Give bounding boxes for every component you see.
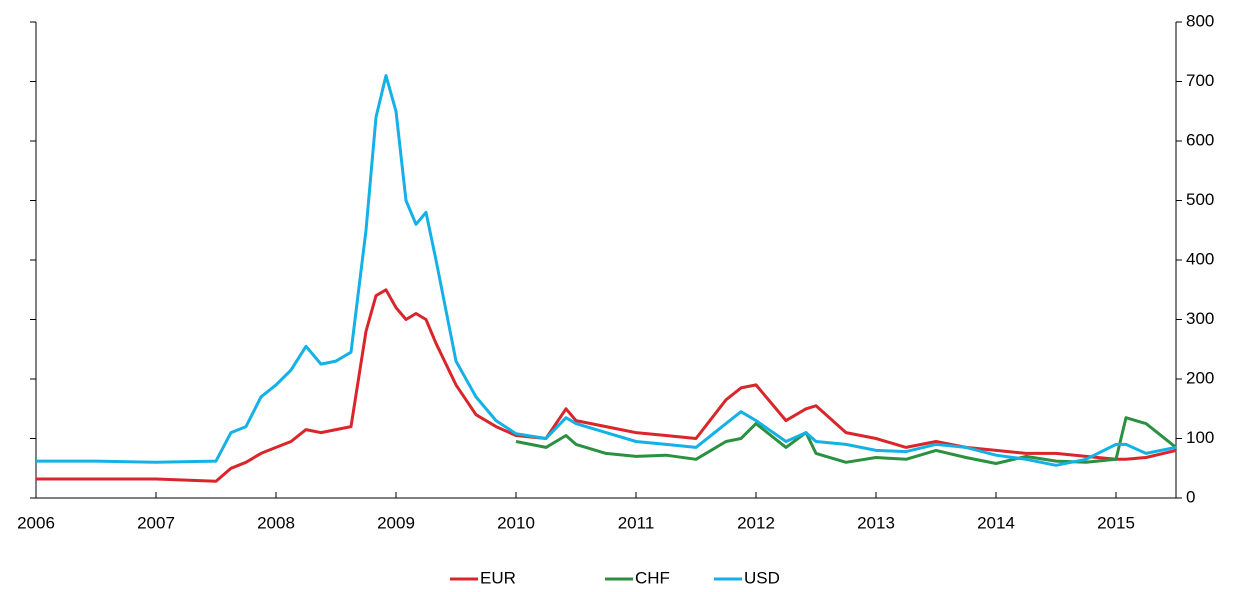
legend-label: USD bbox=[744, 568, 780, 587]
y-tick-label: 0 bbox=[1186, 487, 1195, 506]
x-tick-label: 2012 bbox=[737, 513, 775, 532]
legend-label: CHF bbox=[635, 568, 670, 587]
x-tick-label: 2009 bbox=[377, 513, 415, 532]
legend-label: EUR bbox=[480, 568, 516, 587]
x-tick-label: 2006 bbox=[17, 513, 55, 532]
y-tick-label: 700 bbox=[1186, 71, 1214, 90]
y-tick-label: 400 bbox=[1186, 249, 1214, 268]
y-tick-label: 100 bbox=[1186, 428, 1214, 447]
y-tick-label: 600 bbox=[1186, 130, 1214, 149]
x-tick-label: 2014 bbox=[977, 513, 1015, 532]
x-tick-label: 2007 bbox=[137, 513, 175, 532]
x-tick-label: 2011 bbox=[618, 513, 655, 532]
y-tick-label: 300 bbox=[1186, 309, 1214, 328]
x-tick-label: 2013 bbox=[857, 513, 895, 532]
x-tick-label: 2010 bbox=[497, 513, 535, 532]
series-line bbox=[36, 74, 1177, 467]
y-tick-label: 500 bbox=[1186, 190, 1214, 209]
y-tick-label: 200 bbox=[1186, 368, 1214, 387]
x-tick-label: 2008 bbox=[257, 513, 295, 532]
x-tick-label: 2015 bbox=[1097, 513, 1135, 532]
y-tick-label: 800 bbox=[1186, 11, 1214, 30]
